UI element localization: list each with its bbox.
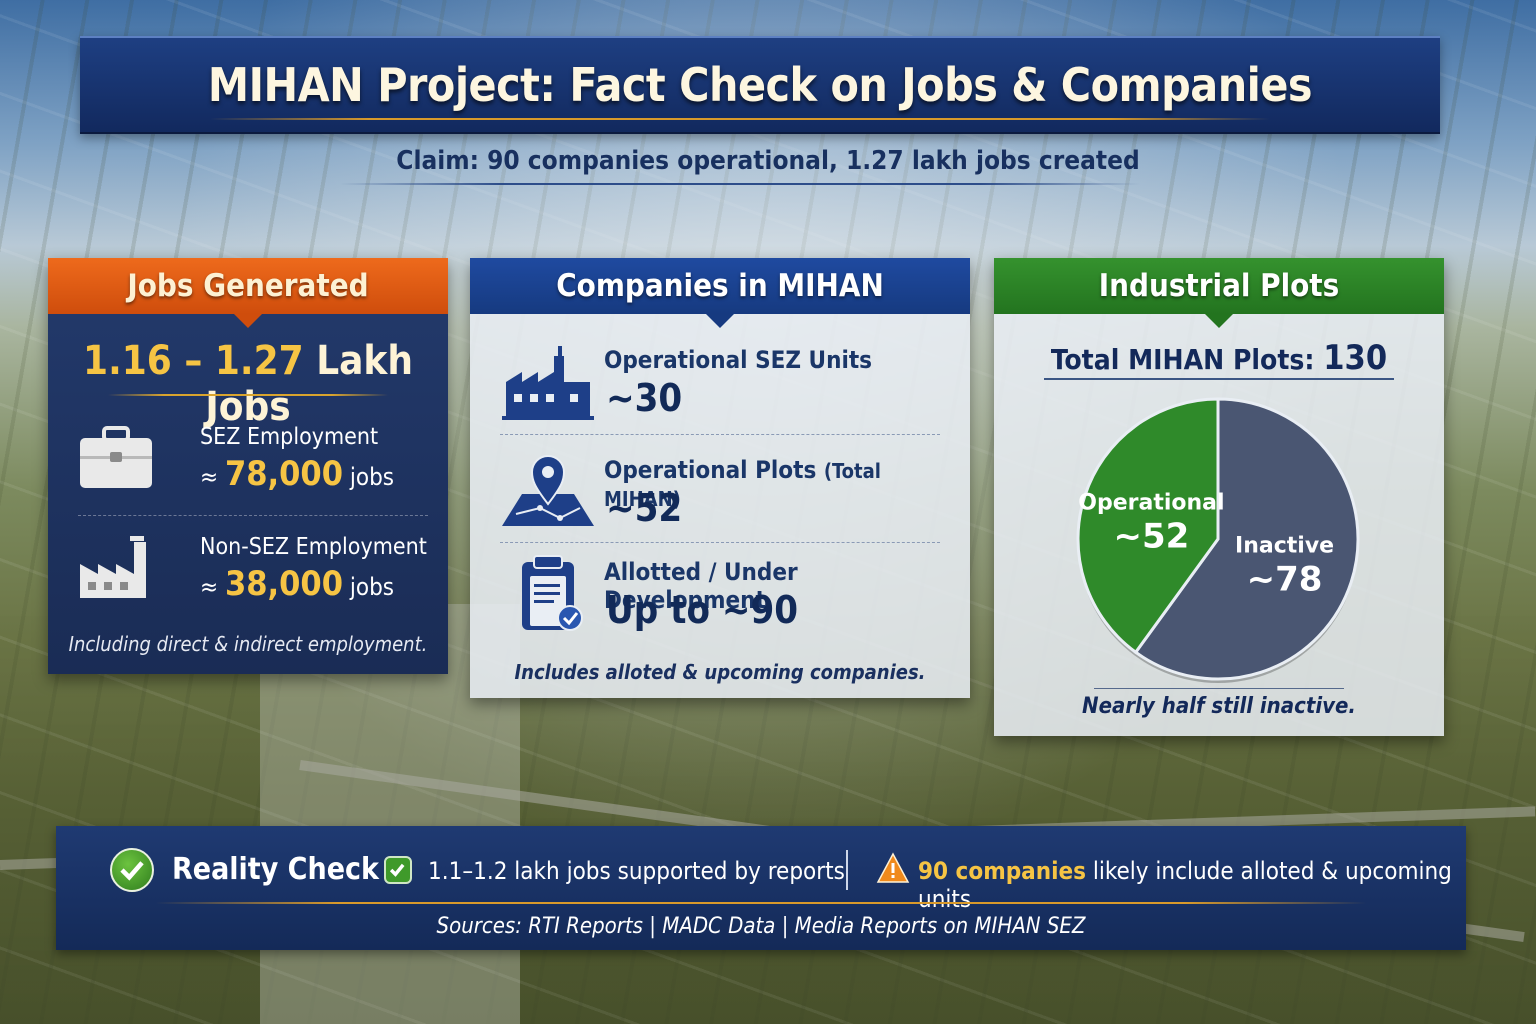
plots-total: Total MIHAN Plots: 130 <box>994 338 1444 378</box>
claim-divider <box>340 183 1140 185</box>
company-row-label: Allotted / Under Development <box>604 558 940 614</box>
sez-jobs-number: 78,000 <box>224 454 343 494</box>
pie-value-operational: ~52 <box>1114 516 1190 556</box>
jobs-card-header: Jobs Generated <box>48 258 448 328</box>
plots-total-value: 130 <box>1323 338 1388 378</box>
plots-note-divider <box>1094 688 1344 689</box>
companies-card: Companies in MIHAN Operational SEZ Units… <box>470 258 970 698</box>
map-pin-icon <box>502 455 594 526</box>
sez-employment: SEZ Employment ≈ 78,000 jobs <box>78 418 428 508</box>
plots-divider <box>1044 378 1394 380</box>
pie-slice-inactive <box>1133 397 1360 681</box>
reality-divider-line <box>156 902 1366 904</box>
warning-icon <box>876 852 910 883</box>
pie-value-inactive: ~78 <box>1247 560 1323 600</box>
company-row-value: ~52 <box>606 486 683 530</box>
company-row: Operational SEZ Units ~30 <box>500 336 940 446</box>
clipboard-check-icon <box>522 555 583 631</box>
row-divider <box>500 542 940 543</box>
company-row-value: ~30 <box>606 376 683 420</box>
check-box-icon <box>384 856 412 884</box>
company-row-label-text: Allotted / Under Development <box>604 558 798 614</box>
non-sez-employment-value: ≈ 38,000 jobs <box>200 564 394 604</box>
jobs-divider <box>108 394 388 396</box>
pie-label-operational: Operational <box>1078 490 1224 515</box>
company-row-label: Operational Plots (Total MIHAN) <box>604 456 940 512</box>
non-sez-jobs-number: 38,000 <box>224 564 343 604</box>
pie-slice-operational <box>1076 397 1220 655</box>
reality-companies-text: likely include alloted & upcoming units <box>918 857 1452 913</box>
pie-label-inactive: Inactive <box>1235 534 1334 559</box>
reality-point-jobs: 1.1–1.2 lakh jobs supported by reports <box>428 857 845 885</box>
plots-note: Nearly half still inactive. <box>1082 694 1356 719</box>
plots-pie-chart: Inactive~78 Operational~52 <box>1076 397 1360 683</box>
jobs-range-suffix: Lakh Jobs <box>205 338 413 430</box>
non-sez-employment: Non-SEZ Employment ≈ 38,000 jobs <box>78 528 428 618</box>
company-row-label-text: Operational Plots <box>604 456 817 484</box>
companies-heading: Companies in MIHAN <box>556 268 884 304</box>
row-divider <box>78 515 428 516</box>
jobs-range: 1.16 – 1.27 Lakh Jobs <box>48 338 448 430</box>
sez-employment-value: ≈ 78,000 jobs <box>200 454 394 494</box>
companies-card-header: Companies in MIHAN <box>470 258 970 328</box>
plots-total-label: Total MIHAN Plots: <box>1050 343 1315 376</box>
company-row: Operational Plots (Total MIHAN) ~52 <box>500 446 940 556</box>
company-row-value: Up to ~90 <box>606 588 799 632</box>
approx-sign: ≈ <box>200 463 219 491</box>
sources-line: Sources: RTI Reports | MADC Data | Media… <box>436 914 1086 939</box>
approx-sign: ≈ <box>200 573 219 601</box>
sez-jobs-unit: jobs <box>349 463 395 491</box>
sez-employment-label: SEZ Employment <box>200 424 379 450</box>
jobs-range-value: 1.16 – 1.27 <box>83 338 304 384</box>
briefcase-icon <box>80 426 152 488</box>
check-circle-icon <box>110 848 154 892</box>
header-notch <box>1205 314 1233 328</box>
page-title: MIHAN Project: Fact Check on Jobs & Comp… <box>207 58 1313 112</box>
company-row-label-text: Operational SEZ Units <box>604 346 873 374</box>
plots-card-header: Industrial Plots <box>994 258 1444 328</box>
reality-companies-count: 90 companies <box>918 857 1086 885</box>
claim-subtitle: Claim: 90 companies operational, 1.27 la… <box>396 146 1140 176</box>
non-sez-employment-label: Non-SEZ Employment <box>200 534 427 560</box>
factory-icon <box>80 536 146 598</box>
header-notch <box>706 314 734 328</box>
reality-check-title: Reality Check <box>172 852 379 887</box>
company-row-label-small: (Total MIHAN) <box>604 459 881 511</box>
factory-icon <box>502 346 594 420</box>
non-sez-jobs-unit: jobs <box>349 573 395 601</box>
plots-card: Industrial Plots Total MIHAN Plots: 130 … <box>994 258 1444 736</box>
reality-divider <box>846 850 848 890</box>
reality-point-companies: 90 companies likely include alloted & up… <box>918 857 1466 913</box>
title-banner: MIHAN Project: Fact Check on Jobs & Comp… <box>80 36 1440 134</box>
jobs-card: Jobs Generated 1.16 – 1.27 Lakh Jobs SEZ… <box>48 258 448 674</box>
header-notch <box>234 314 262 328</box>
row-divider <box>500 434 940 435</box>
reality-check-row: Reality Check 1.1–1.2 lakh jobs supporte… <box>56 846 1466 913</box>
company-row-label: Operational SEZ Units <box>604 346 872 374</box>
jobs-note: Including direct & indirect employment. <box>68 632 428 656</box>
company-row: Allotted / Under Development Up to ~90 <box>500 548 940 658</box>
companies-note: Includes alloted & upcoming companies. <box>514 660 926 684</box>
jobs-heading: Jobs Generated <box>127 268 369 304</box>
reality-check-bar: Reality Check 1.1–1.2 lakh jobs supporte… <box>56 826 1466 950</box>
plots-heading: Industrial Plots <box>1098 268 1340 304</box>
